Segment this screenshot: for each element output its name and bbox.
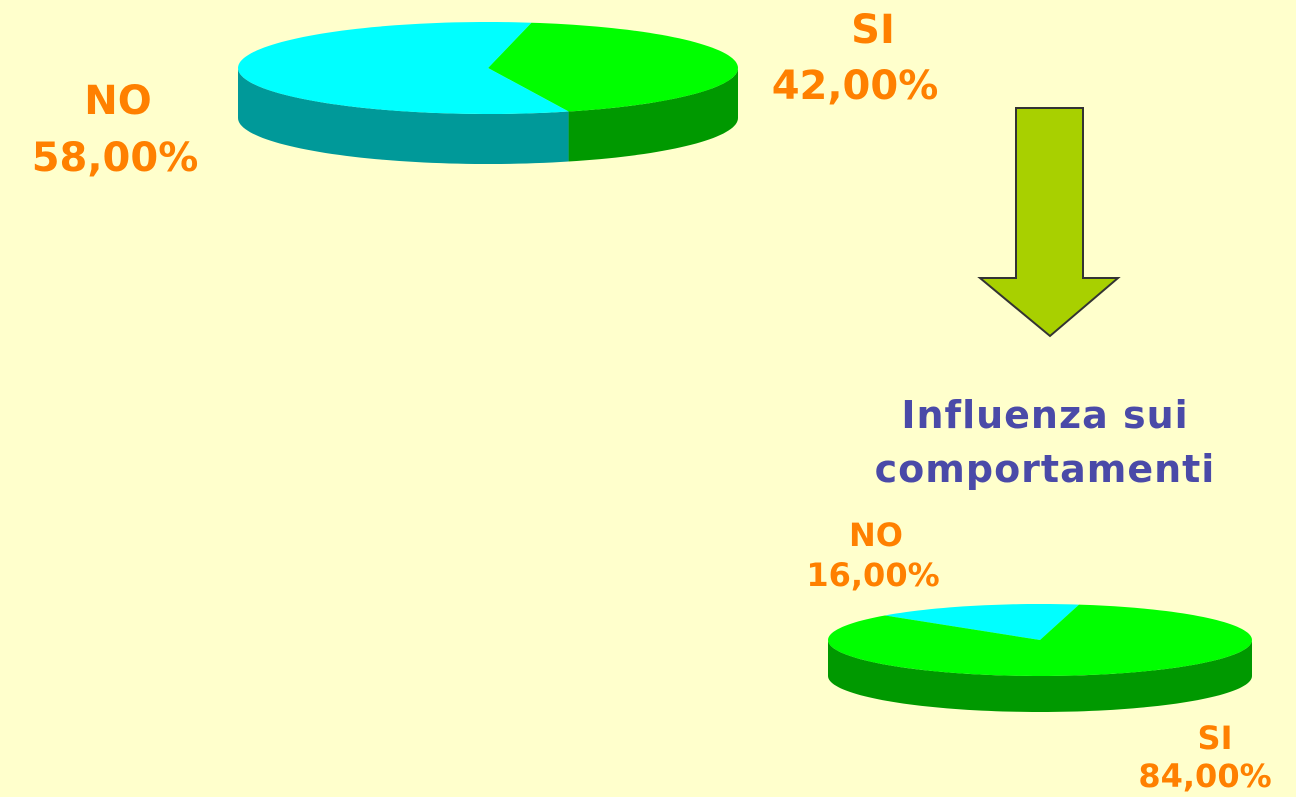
value-label: 42,00% — [772, 63, 939, 109]
value-label: 84,00% — [1138, 757, 1271, 795]
value-label: 16,00% — [806, 556, 939, 594]
pie-slice — [884, 604, 1079, 640]
slice-label: SI — [851, 7, 895, 53]
pie-slice — [488, 22, 738, 112]
arrow — [977, 107, 1121, 338]
pie-side — [238, 68, 569, 164]
pie-side — [828, 640, 1252, 712]
value-label: 58,00% — [32, 135, 199, 181]
pie-side — [568, 68, 738, 162]
slice-label: NO — [849, 516, 903, 554]
slice-label: NO — [84, 78, 151, 124]
pie-slice — [828, 604, 1252, 676]
slice-label: SI — [1198, 719, 1233, 757]
pie-slice — [238, 22, 569, 114]
chart-title: Influenza sui comportamenti — [874, 393, 1216, 491]
